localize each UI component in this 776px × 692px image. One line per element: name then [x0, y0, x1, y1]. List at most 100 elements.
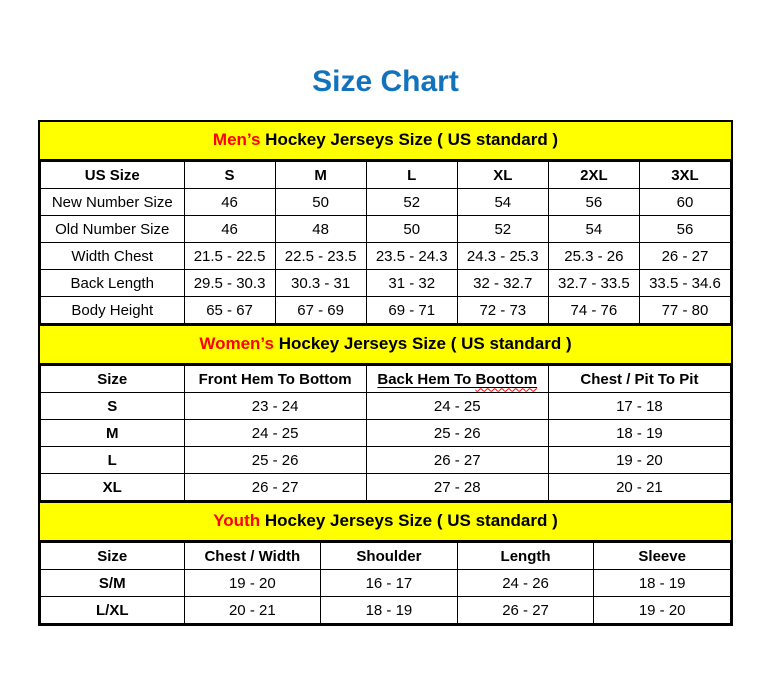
- size-cell: 24.3 - 25.3: [456, 242, 549, 270]
- row-label: L: [40, 446, 185, 474]
- size-cell: 46: [183, 188, 276, 216]
- size-cell: 20 - 21: [183, 596, 322, 624]
- womens-table: Size Front Hem To Bottom Back Hem To Boott…: [40, 365, 732, 501]
- size-cell: 26 - 27: [365, 446, 549, 474]
- table-row: Back Length 29.5 - 30.3 30.3 - 31 31 - 32 32…: [40, 269, 732, 297]
- table-row: Body Height 65 - 67 67 - 69 69 - 71 72 - 73 7…: [40, 296, 732, 324]
- size-cell: 25 - 26: [365, 419, 549, 447]
- womens-header-row: Size Front Hem To Bottom Back Hem To Boott…: [40, 365, 732, 393]
- row-label: Body Height: [40, 296, 185, 324]
- size-cell: 31 - 32: [365, 269, 458, 297]
- table-row: L/XL 20 - 21 18 - 19 26 - 27 19 - 20: [40, 596, 731, 624]
- column-header: Size: [40, 365, 185, 393]
- size-cell: 19 - 20: [547, 446, 732, 474]
- row-label: Width Chest: [40, 242, 185, 270]
- mens-header-row: US Size S M L XL 2XL 3XL: [40, 161, 732, 189]
- size-cell: 54: [547, 215, 640, 243]
- heading-highlight: Women’s: [199, 334, 274, 353]
- table-row: S/M 19 - 20 16 - 17 24 - 26 18 - 19: [40, 569, 731, 597]
- size-cell: 56: [638, 215, 732, 243]
- column-header: M: [274, 161, 367, 189]
- size-cell: 19 - 20: [593, 596, 731, 624]
- size-cell: 50: [365, 215, 458, 243]
- table-row: M 24 - 25 25 - 26 18 - 19: [40, 419, 732, 447]
- spellcheck-squiggle-word: Boottom: [475, 370, 538, 388]
- size-cell: 67 - 69: [274, 296, 367, 324]
- row-label: S: [40, 392, 185, 420]
- size-cell: 20 - 21: [547, 473, 732, 501]
- womens-section-heading: Women’s Hockey Jerseys Size ( US standar…: [40, 324, 731, 365]
- column-header: Size: [40, 542, 185, 570]
- size-cell: 17 - 18: [547, 392, 732, 420]
- size-cell: 26 - 27: [456, 596, 595, 624]
- size-cell: 26 - 27: [183, 473, 367, 501]
- heading-text: Hockey Jerseys Size ( US standard ): [273, 334, 572, 353]
- heading-text: Hockey Jerseys Size ( US standard ): [260, 511, 558, 530]
- size-cell: 25 - 26: [183, 446, 367, 474]
- size-chart: Men’s Hockey Jerseys Size ( US standard …: [38, 120, 733, 626]
- column-header: S: [183, 161, 276, 189]
- page-title: Size Chart: [312, 65, 459, 98]
- size-cell: 23.5 - 24.3: [365, 242, 458, 270]
- size-cell: 54: [456, 188, 549, 216]
- size-cell: 77 - 80: [638, 296, 732, 324]
- size-cell: 30.3 - 31: [274, 269, 367, 297]
- size-cell: 60: [638, 188, 732, 216]
- column-header: Chest / Width: [183, 542, 322, 570]
- table-row: Old Number Size 46 48 50 52 54 56: [40, 215, 732, 243]
- size-cell: 46: [183, 215, 276, 243]
- size-cell: 48: [274, 215, 367, 243]
- column-header: XL: [456, 161, 549, 189]
- underlined-header-text: Back Hem To Boottom: [377, 370, 538, 388]
- youth-section-heading: Youth Hockey Jerseys Size ( US standard …: [40, 501, 731, 542]
- column-header: Sleeve: [593, 542, 731, 570]
- size-cell: 24 - 25: [365, 392, 549, 420]
- size-cell: 29.5 - 30.3: [183, 269, 276, 297]
- row-label: Old Number Size: [40, 215, 185, 243]
- size-cell: 26 - 27: [638, 242, 732, 270]
- size-cell: 52: [365, 188, 458, 216]
- table-row: New Number Size 46 50 52 54 56 60: [40, 188, 732, 216]
- row-label: Back Length: [40, 269, 185, 297]
- row-label: S/M: [40, 569, 185, 597]
- size-cell: 22.5 - 23.5: [274, 242, 367, 270]
- size-cell: 18 - 19: [320, 596, 458, 624]
- column-header: Front Hem To Bottom: [183, 365, 367, 393]
- size-cell: 23 - 24: [183, 392, 367, 420]
- youth-table: Size Chest / Width Shoulder Length Sleeve S/M…: [40, 542, 731, 624]
- mens-table: US Size S M L XL 2XL 3XL New Number Size 46 50 52 5…: [40, 161, 732, 324]
- size-cell: 19 - 20: [183, 569, 322, 597]
- column-header: Back Hem To Boottom: [365, 365, 549, 393]
- table-row: L 25 - 26 26 - 27 19 - 20: [40, 446, 732, 474]
- page: Size Chart Men’s Hockey Jerseys Size ( U…: [38, 65, 733, 626]
- column-header: US Size: [40, 161, 185, 189]
- column-header: 2XL: [547, 161, 640, 189]
- heading-highlight: Men’s: [212, 130, 261, 149]
- column-header: Shoulder: [320, 542, 458, 570]
- size-cell: 72 - 73: [456, 296, 549, 324]
- youth-header-row: Size Chest / Width Shoulder Length Sleeve: [40, 542, 731, 570]
- row-label: L/XL: [40, 596, 185, 624]
- size-cell: 21.5 - 22.5: [183, 242, 276, 270]
- heading-highlight: Youth: [213, 511, 261, 530]
- size-cell: 24 - 25: [183, 419, 367, 447]
- table-row: Width Chest 21.5 - 22.5 22.5 - 23.5 23.5 - …: [40, 242, 732, 270]
- column-header: L: [365, 161, 458, 189]
- size-cell: 33.5 - 34.6: [638, 269, 732, 297]
- row-label: M: [40, 419, 185, 447]
- size-cell: 25.3 - 26: [547, 242, 640, 270]
- heading-text: Hockey Jerseys Size ( US standard ): [260, 130, 559, 149]
- table-row: XL 26 - 27 27 - 28 20 - 21: [40, 473, 732, 501]
- column-header: Length: [456, 542, 595, 570]
- size-cell: 24 - 26: [456, 569, 595, 597]
- size-cell: 56: [547, 188, 640, 216]
- size-cell: 32 - 32.7: [456, 269, 549, 297]
- size-cell: 18 - 19: [593, 569, 731, 597]
- row-label: XL: [40, 473, 185, 501]
- size-cell: 32.7 - 33.5: [547, 269, 640, 297]
- size-cell: 74 - 76: [547, 296, 640, 324]
- size-cell: 27 - 28: [365, 473, 549, 501]
- size-cell: 65 - 67: [183, 296, 276, 324]
- size-cell: 16 - 17: [320, 569, 458, 597]
- size-cell: 52: [456, 215, 549, 243]
